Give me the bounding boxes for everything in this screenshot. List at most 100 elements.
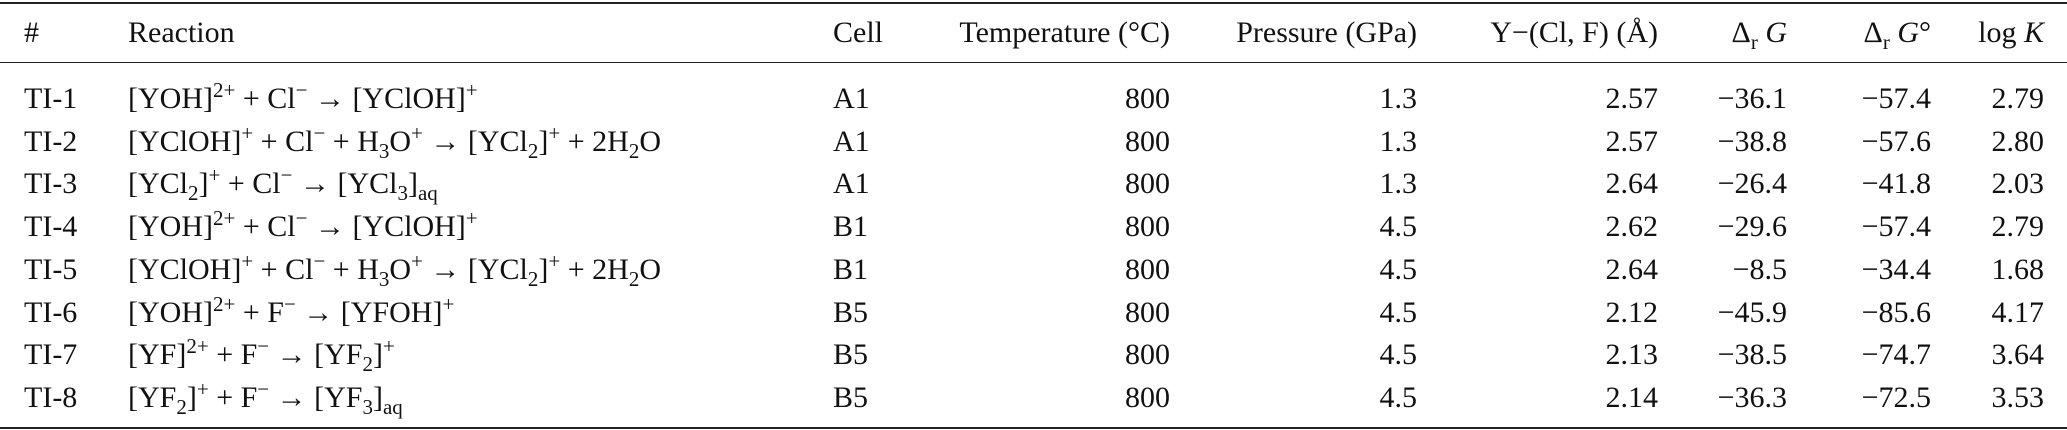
table-cell: 1.68 bbox=[1991, 252, 2045, 286]
table-cell: 4.5 bbox=[1379, 338, 1418, 372]
bottom-rule bbox=[0, 427, 2067, 429]
header-cell: Y−(Cl, F) (Å) bbox=[1490, 12, 1658, 54]
text-segment: G bbox=[1757, 16, 1787, 49]
reaction-cell: [YF2]+ + F− → [YF3]aq bbox=[128, 377, 403, 419]
header-cell: Δr G° bbox=[1864, 12, 1931, 54]
table-cell: −34.4 bbox=[1861, 252, 1931, 286]
text-segment: ° bbox=[1919, 16, 1931, 49]
header-cell: Reaction bbox=[128, 12, 235, 54]
table-cell: 1.3 bbox=[1379, 124, 1418, 158]
table-cell: 4.5 bbox=[1379, 380, 1418, 414]
superscript: + bbox=[411, 120, 423, 145]
subscript: 2 bbox=[527, 138, 539, 163]
text-segment: O bbox=[639, 124, 661, 158]
text-segment: Y−(Cl, F) (Å) bbox=[1490, 16, 1658, 49]
subscript: 2 bbox=[362, 352, 373, 377]
superscript: − bbox=[257, 334, 270, 359]
table-cell: 2.13 bbox=[1605, 338, 1659, 372]
table-cell: 1.3 bbox=[1379, 167, 1418, 201]
superscript: + bbox=[442, 291, 455, 316]
table-cell: −38.5 bbox=[1717, 338, 1787, 372]
header-cell: Cell bbox=[833, 12, 883, 54]
text-segment: O bbox=[389, 124, 412, 158]
reaction-cell: [YClOH]+ + Cl− + H3O+ → [YCl2]+ + 2H2O bbox=[128, 249, 661, 291]
table-cell: −8.5 bbox=[1732, 252, 1787, 286]
table-cell: 4.5 bbox=[1379, 210, 1418, 244]
text-segment: ] bbox=[372, 338, 383, 372]
subscript: aq bbox=[382, 394, 403, 419]
table-cell: A1 bbox=[833, 167, 870, 201]
subscript: 3 bbox=[378, 266, 390, 291]
table-cell: TI-5 bbox=[24, 252, 78, 286]
header-cell: Temperature (°C) bbox=[959, 12, 1170, 54]
superscript: − bbox=[313, 120, 326, 145]
table-cell: 800 bbox=[1125, 167, 1170, 201]
table-cell: B5 bbox=[833, 295, 869, 329]
table-cell: 2.57 bbox=[1605, 82, 1659, 115]
table-cell: B1 bbox=[833, 252, 869, 286]
superscript: + bbox=[411, 248, 423, 273]
subscript: aq bbox=[417, 181, 438, 206]
subscript: 2 bbox=[176, 394, 187, 419]
table-cell: 800 bbox=[1125, 124, 1170, 158]
text-segment: # bbox=[24, 16, 39, 49]
superscript: − bbox=[295, 206, 308, 231]
reaction-cell: [YCl2]+ + Cl− → [YCl3]aq bbox=[128, 163, 438, 205]
table-cell: −29.6 bbox=[1717, 210, 1787, 244]
subscript: 2 bbox=[628, 266, 640, 291]
text-segment: Reaction bbox=[128, 16, 235, 49]
table-cell: B5 bbox=[833, 338, 869, 372]
table-cell: 2.64 bbox=[1605, 252, 1659, 286]
table-cell: TI-3 bbox=[24, 167, 78, 201]
text-segment: ] bbox=[538, 252, 549, 286]
table-cell: 2.80 bbox=[1991, 124, 2045, 158]
text-segment: → [YF bbox=[269, 338, 363, 372]
table-cell: −74.7 bbox=[1861, 338, 1931, 372]
table-cell: −45.9 bbox=[1717, 295, 1787, 329]
header-cell: Pressure (GPa) bbox=[1236, 12, 1417, 54]
text-segment: [YOH] bbox=[128, 82, 213, 115]
table-cell: TI-2 bbox=[24, 124, 78, 158]
table-cell: 2.14 bbox=[1605, 380, 1659, 414]
superscript: 2+ bbox=[212, 291, 236, 316]
text-segment: + Cl bbox=[220, 167, 281, 201]
text-segment: ] bbox=[198, 167, 209, 201]
superscript: + bbox=[548, 248, 561, 273]
table-cell: 800 bbox=[1125, 380, 1170, 414]
table-cell: 800 bbox=[1125, 295, 1170, 329]
header-cell: # bbox=[24, 12, 39, 54]
superscript: − bbox=[283, 291, 296, 316]
subscript: 2 bbox=[527, 266, 539, 291]
superscript: 2+ bbox=[212, 78, 236, 102]
subscript: r bbox=[1882, 30, 1890, 54]
text-segment: + H bbox=[325, 252, 379, 286]
subscript: 3 bbox=[397, 181, 408, 206]
superscript: + bbox=[208, 163, 221, 188]
superscript: + bbox=[548, 120, 561, 145]
text-segment: [YF bbox=[128, 380, 177, 414]
table-cell: −72.5 bbox=[1861, 380, 1931, 414]
text-segment: → [YCl bbox=[422, 252, 528, 286]
table-cell: 2.12 bbox=[1605, 295, 1659, 329]
superscript: + bbox=[382, 334, 395, 359]
text-segment: Pressure (GPa) bbox=[1236, 16, 1417, 49]
table-cell: B1 bbox=[833, 210, 869, 244]
text-segment: + H bbox=[325, 124, 379, 158]
text-segment: → [YFOH] bbox=[295, 295, 443, 329]
superscript: − bbox=[280, 163, 293, 188]
table-cell: 800 bbox=[1125, 252, 1170, 286]
text-segment: Δ bbox=[1863, 16, 1883, 49]
subscript: 2 bbox=[188, 181, 199, 206]
superscript: + bbox=[465, 78, 478, 102]
table-cell: TI-8 bbox=[24, 380, 78, 414]
superscript: + bbox=[196, 376, 209, 401]
table-cell: 2.64 bbox=[1605, 167, 1659, 201]
text-segment: K bbox=[2023, 16, 2044, 49]
text-segment: ] bbox=[538, 124, 549, 158]
reaction-cell: [YOH]2+ + F− → [YFOH]+ bbox=[128, 292, 454, 334]
text-segment: + F bbox=[208, 338, 258, 372]
superscript: + bbox=[241, 248, 254, 273]
superscript: − bbox=[257, 376, 270, 401]
subscript: 3 bbox=[378, 138, 390, 163]
text-segment: [YClOH] bbox=[128, 252, 242, 286]
